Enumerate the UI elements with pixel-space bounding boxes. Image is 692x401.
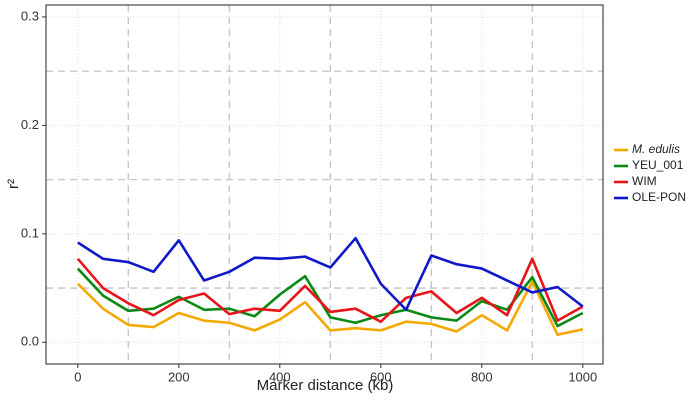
y-tick-label: 0.1 xyxy=(21,225,39,240)
x-tick-label: 400 xyxy=(269,369,291,384)
series-line xyxy=(76,280,584,337)
y-tick-label: 0.2 xyxy=(21,117,39,132)
x-tick-label: 800 xyxy=(471,369,493,384)
series-line xyxy=(76,257,584,324)
legend-label: YEU_001 xyxy=(632,158,684,172)
legend-label: OLE-PON xyxy=(632,190,686,204)
y-tick-label: 0.3 xyxy=(21,8,39,23)
x-tick-label: 200 xyxy=(168,369,190,384)
y-axis-title: r² xyxy=(5,179,22,189)
x-tick-label: 600 xyxy=(370,369,392,384)
legend-label: WIM xyxy=(632,174,657,188)
plot-border xyxy=(45,4,604,365)
x-axis-title: Marker distance (kb) xyxy=(257,377,394,394)
x-tick-label: 0 xyxy=(74,369,81,384)
y-tick-label: 0.0 xyxy=(21,334,39,349)
series-line xyxy=(76,267,584,328)
legend-label: M. edulis xyxy=(632,142,680,156)
series-line xyxy=(77,236,584,312)
x-tick-label: 1000 xyxy=(568,369,597,384)
